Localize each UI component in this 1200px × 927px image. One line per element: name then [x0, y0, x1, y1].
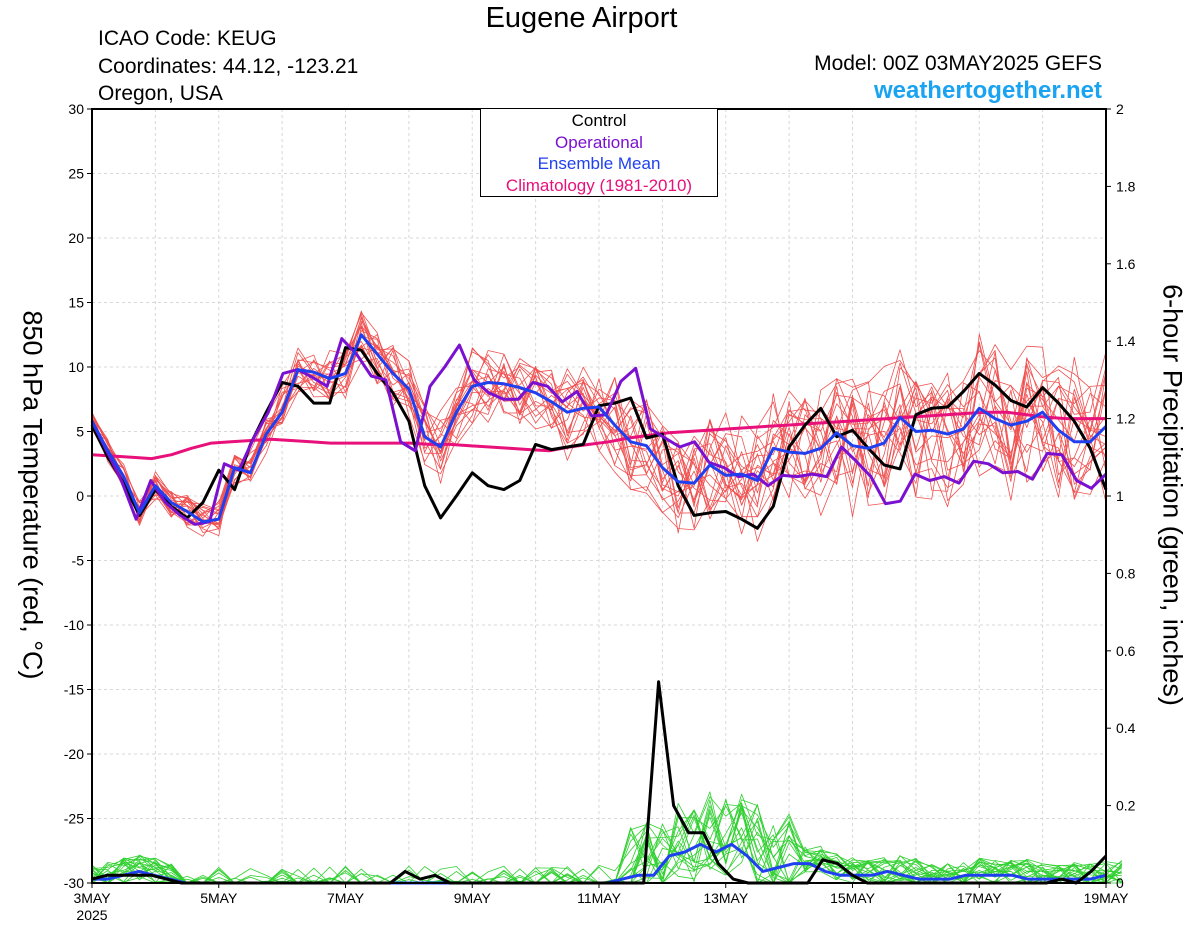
- x-tick-label: 11MAY: [577, 890, 621, 906]
- y-tick-label-right: 0.8: [1116, 565, 1136, 581]
- y-tick-label-left: 30: [68, 101, 84, 117]
- x-tick-label: 15MAY: [830, 890, 876, 906]
- legend-operational: Operational: [555, 132, 643, 152]
- axis-ticks: 302520151050-5-10-15-20-25-3021.81.61.41…: [64, 101, 1136, 923]
- y-tick-label-left: -20: [64, 746, 84, 762]
- y-tick-label-right: 0.2: [1116, 798, 1136, 814]
- y-axis-right-label: 6-hour Precipitation (green, inches): [1157, 284, 1188, 706]
- y-tick-label-left: -30: [64, 875, 84, 891]
- y-tick-label-left: -25: [64, 811, 84, 827]
- y-tick-label-left: 20: [68, 230, 84, 246]
- y-tick-label-left: 10: [68, 359, 84, 375]
- y-tick-label-left: -10: [64, 617, 84, 633]
- operational-temperature-line: [90, 337, 1108, 526]
- legend-control: Control: [571, 111, 627, 130]
- coordinates: Coordinates: 44.12, -123.21: [98, 55, 359, 78]
- legend-climatology: Climatology (1981-2010): [505, 175, 693, 195]
- x-tick-label: 17MAY: [957, 890, 1003, 906]
- y-tick-label-right: 1: [1116, 488, 1124, 504]
- site-link[interactable]: weathertogether.net: [873, 77, 1102, 104]
- x-tick-label: 13MAY: [703, 890, 749, 906]
- y-tick-label-right: 0.4: [1116, 720, 1136, 736]
- x-tick-label: 19MAY: [1084, 890, 1130, 906]
- chart-title: Eugene Airport: [485, 2, 678, 34]
- y-tick-label-left: -15: [64, 682, 84, 698]
- y-tick-label-left: 0: [76, 488, 84, 504]
- precipitation-member-line: [91, 796, 1123, 884]
- y-tick-label-right: 1.6: [1116, 256, 1136, 272]
- y-tick-label-right: 0.6: [1116, 643, 1136, 659]
- ensemble-precipitation-members: [91, 791, 1123, 884]
- y-tick-label-left: 15: [68, 295, 84, 311]
- temperature-member-line: [91, 344, 1107, 518]
- x-tick-label: 7MAY: [327, 890, 365, 906]
- legend: Control Operational Ensemble Mean Climat…: [480, 108, 718, 197]
- grid: [92, 109, 1106, 883]
- y-tick-label-right: 1.8: [1116, 178, 1136, 194]
- climatology-line: [91, 410, 1106, 461]
- y-tick-label-right: 2: [1116, 101, 1124, 117]
- y-tick-label-right: 1.4: [1116, 333, 1136, 349]
- y-axis-left-label: 850 hPa Temperature (red, °C): [17, 310, 48, 680]
- precipitation-member-line: [91, 798, 1123, 884]
- x-year-label: 2025: [76, 907, 107, 923]
- y-tick-label-right: 0: [1116, 875, 1124, 891]
- x-tick-label: 9MAY: [454, 890, 492, 906]
- model-run: Model: 00Z 03MAY2025 GEFS: [814, 52, 1102, 75]
- legend-ensemble-mean: Ensemble Mean: [537, 154, 661, 173]
- y-tick-label-left: 25: [68, 166, 84, 182]
- icao-code: ICAO Code: KEUG: [98, 27, 277, 50]
- x-tick-label: 3MAY: [73, 890, 111, 906]
- temperature-member-line: [91, 347, 1107, 518]
- y-tick-label-right: 1.2: [1116, 411, 1136, 427]
- y-tick-label-left: -5: [72, 553, 85, 569]
- x-tick-label: 5MAY: [200, 890, 238, 906]
- region: Oregon, USA: [98, 82, 223, 105]
- ensemble-mean-temperature-line: [90, 333, 1108, 524]
- y-tick-label-left: 5: [76, 424, 84, 440]
- temperature-member-line: [91, 333, 1107, 519]
